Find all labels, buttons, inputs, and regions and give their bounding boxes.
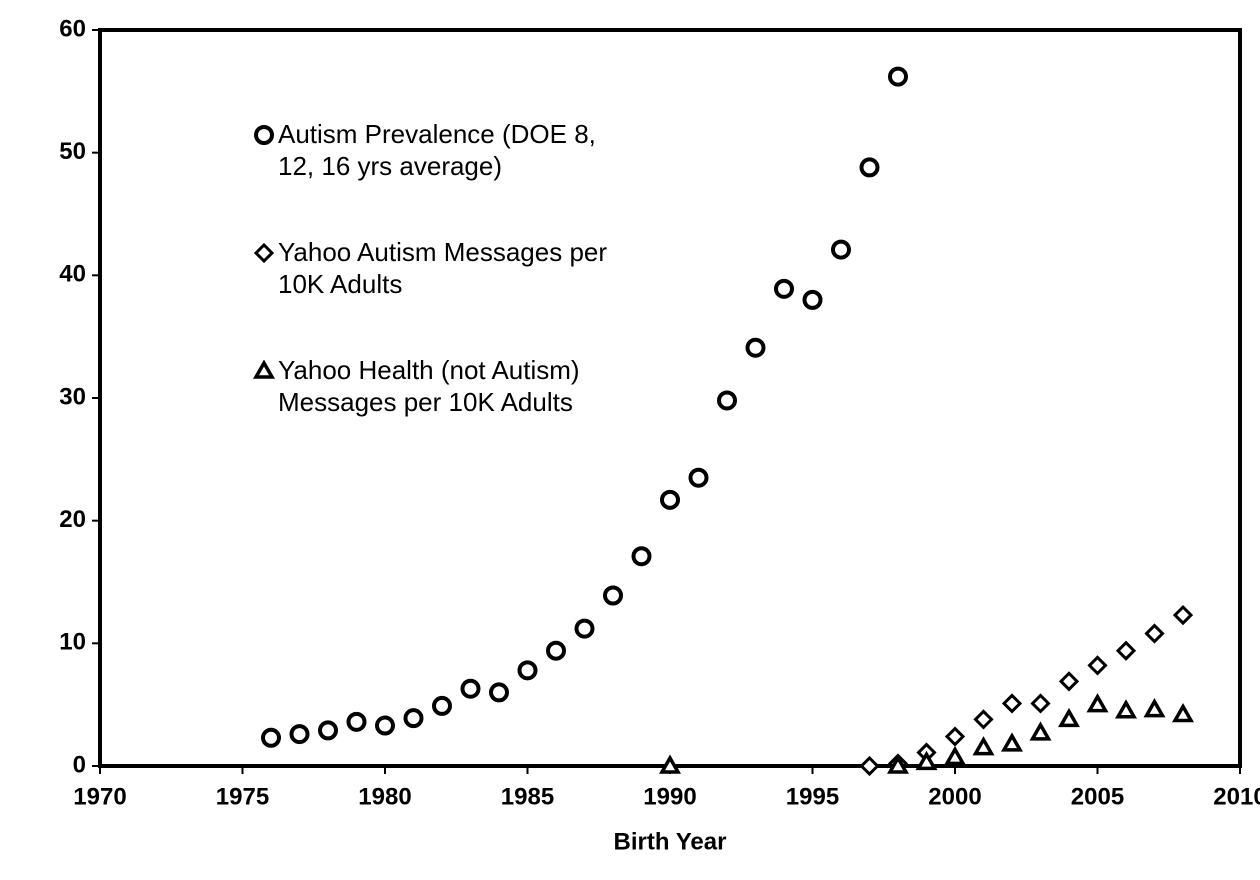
point [745,337,766,358]
point [1086,693,1109,713]
point [886,754,910,774]
point [432,695,452,716]
x-tick-label: 2005 [1071,783,1124,810]
point [943,745,967,766]
point [973,709,994,730]
legend-entry: Yahoo Health (not Autism) Messages per 1… [252,354,632,418]
point [831,239,851,260]
point [261,727,281,748]
point [972,736,995,756]
point [254,125,274,145]
x-tick-label: 1970 [73,783,126,810]
legend-icon [252,360,276,379]
legend-entry: Yahoo Autism Messages per 10K Adults [252,236,632,300]
point [252,360,276,379]
point [1114,699,1138,719]
point [774,278,794,299]
point [859,755,880,777]
point [346,711,367,732]
point [688,467,709,488]
point [1115,640,1137,661]
point [375,715,395,736]
x-axis-title: Birth Year [614,828,727,855]
x-tick-label: 1975 [216,783,269,810]
point [915,750,938,771]
point [460,678,481,699]
point [1001,693,1023,714]
point [574,618,595,639]
legend-icon [254,125,274,145]
point [1171,702,1195,723]
point [289,724,310,745]
legend-label: Yahoo Health (not Autism) Messages per 1… [278,355,580,417]
point [1030,693,1051,714]
x-tick-label: 1985 [501,783,554,810]
legend-entry: Autism Prevalence (DOE 8, 12, 16 yrs ave… [252,118,632,182]
point [1058,671,1080,692]
point [489,682,509,703]
legend-icon [253,242,275,264]
y-tick-label: 10 [59,629,86,656]
point [1172,604,1194,626]
point [1000,732,1024,752]
y-tick-label: 60 [59,15,86,42]
point [1087,655,1108,676]
point [1144,623,1165,644]
point [253,242,275,264]
y-tick-label: 0 [73,751,86,778]
point [1029,721,1052,741]
x-tick-label: 1990 [643,783,696,810]
point [631,546,652,567]
point [1057,707,1081,728]
legend-label: Yahoo Autism Messages per 10K Adults [278,237,608,299]
legend: Autism Prevalence (DOE 8, 12, 16 yrs ave… [252,118,632,472]
point [403,708,424,729]
y-tick-label: 30 [59,383,86,410]
x-tick-label: 2010 [1213,783,1260,810]
point [859,157,880,178]
point [546,640,566,661]
x-tick-label: 1980 [358,783,411,810]
y-tick-label: 20 [59,506,86,533]
x-tick-label: 1995 [786,783,839,810]
point [944,726,966,747]
point [318,720,338,741]
point [660,489,680,510]
point [603,585,623,606]
point [888,66,908,87]
y-tick-label: 50 [59,138,86,165]
point [717,390,737,411]
point [658,754,682,774]
y-tick-label: 40 [59,261,86,288]
legend-label: Autism Prevalence (DOE 8, 12, 16 yrs ave… [278,119,596,181]
x-tick-label: 2000 [928,783,981,810]
point [1143,698,1166,718]
point [802,289,823,310]
point [517,660,538,681]
